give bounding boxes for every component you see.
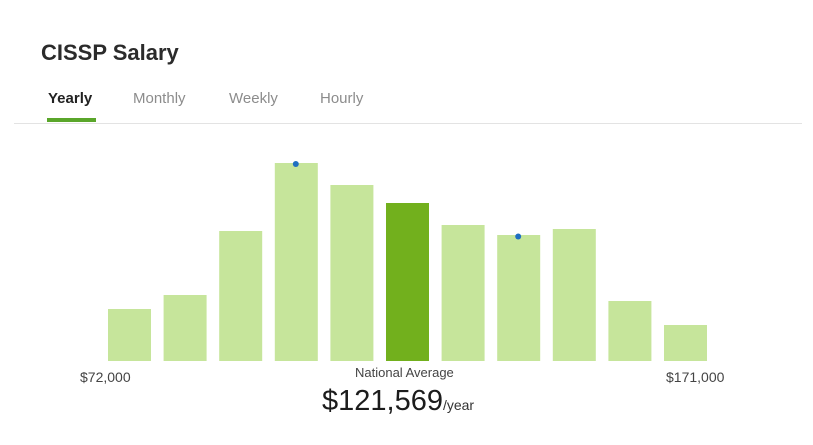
tab-monthly[interactable]: Monthly: [133, 90, 186, 107]
bar-marker-dot: [515, 233, 522, 240]
histogram-bar: [497, 235, 541, 361]
tab-hourly[interactable]: Hourly: [320, 90, 364, 107]
national-average-caption: National Average: [355, 365, 454, 380]
tab-yearly[interactable]: Yearly: [48, 90, 93, 107]
bar-marker-dot: [292, 161, 299, 167]
active-tab-indicator: [47, 118, 96, 122]
histogram-bar: [664, 325, 707, 361]
histogram-bar: [163, 295, 207, 361]
histogram-bar: [330, 185, 374, 361]
average-salary-amount: $121,569: [322, 385, 443, 417]
salary-range-max-label: $171,000: [666, 369, 725, 385]
page-title: CISSP Salary: [41, 40, 179, 65]
histogram-bar-national-average: [386, 203, 429, 361]
histogram-bar: [552, 229, 596, 361]
tabs-divider: [14, 123, 802, 124]
histogram-bar: [441, 225, 485, 361]
histogram-bar: [108, 309, 151, 361]
national-average-value: $121,569/year: [322, 384, 474, 423]
average-salary-unit: /year: [442, 397, 475, 413]
histogram-bar: [219, 231, 263, 361]
pay-period-tabs: Yearly Monthly Weekly Hourly: [0, 88, 813, 124]
histogram-bar: [274, 163, 318, 361]
salary-range-min-label: $72,000: [80, 369, 131, 385]
histogram-bar: [608, 301, 652, 361]
tab-weekly[interactable]: Weekly: [229, 90, 278, 107]
